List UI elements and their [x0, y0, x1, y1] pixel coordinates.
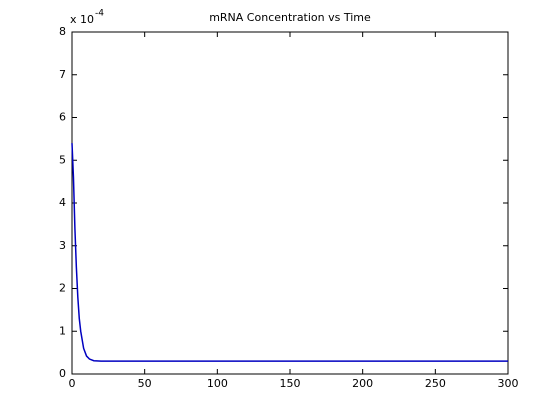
x-tick-label: 250: [425, 377, 446, 390]
y-tick-label: 7: [59, 68, 66, 81]
x-tick-label: 0: [69, 377, 76, 390]
y-tick-label: 6: [59, 111, 66, 124]
y-tick-label: 3: [59, 239, 66, 252]
x-tick-label: 50: [138, 377, 152, 390]
y-tick-label: 5: [59, 153, 66, 166]
y-tick-label: 0: [59, 367, 66, 380]
exponent-power: -4: [95, 9, 104, 19]
x-tick-label: 200: [352, 377, 373, 390]
plot-area: [71, 31, 509, 375]
y-tick-label: 2: [59, 282, 66, 295]
y-tick-label: 4: [59, 196, 66, 209]
chart-title: mRNA Concentration vs Time: [209, 11, 371, 24]
x-tick-label: 300: [498, 377, 519, 390]
y-tick-label: 1: [59, 324, 66, 337]
x-tick-label: 100: [207, 377, 228, 390]
exponent-base: x 10: [70, 13, 94, 26]
y-tick-label: 8: [59, 25, 66, 38]
x-tick-label: 150: [280, 377, 301, 390]
data-line: [71, 143, 508, 362]
